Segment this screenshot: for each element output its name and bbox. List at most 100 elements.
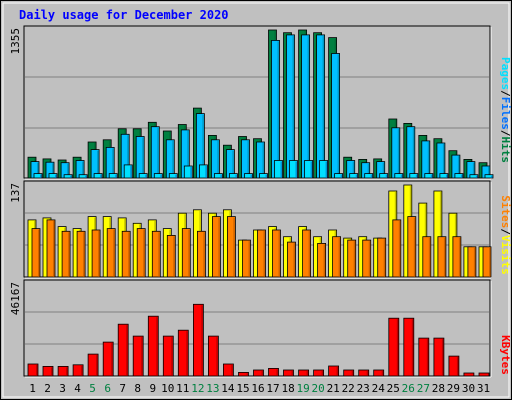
x-tick-label-day-28: 28 — [432, 382, 445, 395]
bar-shade-pages-day-24 — [385, 174, 388, 178]
bar-pages-day-9 — [153, 173, 163, 179]
legend-middle-panel: Sites/Visits — [499, 195, 512, 275]
legend-kbytes: KBytes — [499, 335, 512, 375]
bar-shade-files-day-21 — [337, 54, 340, 178]
bar-pages-day-19 — [304, 160, 314, 179]
bar-pages-day-13 — [213, 173, 223, 179]
bar-shade-pages-day-19 — [310, 161, 313, 178]
bar-kbytes-day-19 — [298, 369, 310, 377]
bar-shade-kbytes-day-24 — [381, 371, 384, 376]
bar-pages-day-10 — [168, 173, 178, 179]
bar-kbytes-day-16 — [253, 369, 264, 377]
bar-shade-sites-day-2 — [53, 220, 55, 277]
bar-shade-visits-day-28 — [439, 192, 442, 277]
bar-shade-kbytes-day-23 — [366, 371, 369, 376]
bar-sites-day-6 — [106, 228, 116, 278]
bar-shade-files-day-1 — [37, 162, 39, 178]
bar-shade-kbytes-day-29 — [456, 357, 459, 376]
bar-shade-pages-day-12 — [205, 165, 207, 178]
x-tick-label-day-19: 19 — [296, 382, 309, 395]
bar-sites-day-12 — [196, 230, 206, 278]
x-tick-label-day-24: 24 — [372, 382, 386, 395]
bar-shade-kbytes-day-10 — [171, 337, 173, 376]
bar-kbytes-day-1 — [27, 363, 39, 377]
bar-sites-day-26 — [407, 216, 417, 278]
bar-shade-kbytes-day-27 — [426, 339, 429, 376]
ymax-label: 46167 — [9, 282, 22, 315]
bar-pages-day-16 — [259, 173, 268, 179]
bar-shade-files-day-3 — [67, 163, 69, 178]
legend-hits: Hits — [499, 137, 512, 164]
bar-shade-kbytes-day-9 — [156, 317, 158, 376]
bar-sites-day-20 — [317, 242, 327, 278]
bar-shade-pages-day-1 — [40, 174, 42, 178]
x-tick-label-day-5: 5 — [89, 382, 96, 395]
bar-shade-sites-day-5 — [98, 231, 100, 277]
bar-shade-sites-day-16 — [263, 231, 265, 277]
bar-shade-files-day-2 — [52, 163, 54, 178]
panel-hits-files-pages: 1355 — [9, 25, 494, 180]
bar-shade-sites-day-20 — [323, 244, 326, 277]
x-tick-label-day-31: 31 — [477, 382, 490, 395]
legend-visits: Visits — [499, 235, 512, 275]
bar-shade-files-day-31 — [488, 167, 490, 178]
chart-panels: 1355 137 46167 — [9, 25, 494, 378]
bar-kbytes-day-29 — [448, 355, 460, 377]
bar-shade-pages-day-8 — [145, 174, 147, 178]
bar-kbytes-day-7 — [117, 323, 129, 377]
bar-shade-pages-day-27 — [430, 174, 433, 178]
bar-sites-day-23 — [362, 239, 372, 278]
legend-top-panel: Pages/Files/Hits — [499, 57, 512, 163]
bar-shade-sites-day-31 — [489, 247, 491, 277]
bar-pages-day-15 — [244, 173, 253, 179]
bar-shade-kbytes-day-14 — [231, 365, 233, 376]
bar-shade-kbytes-day-21 — [336, 367, 339, 376]
bar-shade-kbytes-day-28 — [441, 339, 444, 376]
bar-shade-files-day-25 — [397, 128, 400, 178]
bar-sites-day-31 — [482, 246, 492, 278]
legend-bottom-panel: KBytes — [499, 335, 512, 375]
bar-kbytes-day-10 — [162, 335, 174, 377]
bar-shade-sites-day-8 — [143, 229, 145, 277]
bar-shade-pages-day-2 — [55, 174, 57, 178]
bar-shade-pages-day-14 — [235, 174, 237, 178]
bar-shade-files-day-10 — [172, 140, 174, 178]
bar-shade-files-day-23 — [367, 163, 370, 178]
bar-pages-day-18 — [289, 160, 298, 179]
bar-shade-sites-day-3 — [68, 232, 70, 277]
bar-pages-day-1 — [33, 173, 43, 179]
bar-sites-day-14 — [226, 216, 236, 278]
bar-pages-day-6 — [108, 173, 118, 179]
bar-sites-day-11 — [181, 228, 191, 278]
bar-shade-sites-day-30 — [473, 247, 476, 277]
bar-shade-pages-day-7 — [130, 165, 132, 178]
bar-shade-sites-day-23 — [368, 241, 371, 277]
bar-kbytes-day-31 — [478, 372, 490, 377]
bar-shade-kbytes-day-6 — [111, 343, 113, 376]
bar-sites-day-13 — [211, 216, 221, 278]
bar-sites-day-10 — [166, 234, 176, 278]
bar-kbytes-day-28 — [433, 337, 445, 377]
bar-kbytes-day-17 — [268, 367, 279, 377]
bar-shade-sites-day-13 — [218, 217, 220, 277]
x-tick-label-day-29: 29 — [447, 382, 460, 395]
bar-shade-sites-day-14 — [233, 217, 235, 277]
bar-pages-day-29 — [454, 173, 464, 179]
bar-shade-pages-day-29 — [460, 174, 463, 178]
bar-shade-kbytes-day-15 — [246, 373, 248, 376]
bar-shade-files-day-5 — [97, 150, 99, 178]
bar-shade-files-day-30 — [472, 162, 475, 178]
bar-sites-day-18 — [287, 241, 296, 278]
bar-kbytes-day-8 — [132, 335, 144, 377]
bar-pages-day-11 — [183, 165, 193, 179]
bar-sites-day-3 — [61, 230, 71, 278]
bar-sites-day-25 — [392, 219, 402, 278]
bar-shade-files-day-12 — [202, 114, 204, 178]
svg-text:KBytes: KBytes — [499, 335, 512, 375]
bar-shade-pages-day-9 — [160, 174, 162, 178]
bar-sites-day-27 — [422, 236, 432, 278]
bar-shade-pages-day-16 — [265, 174, 267, 178]
bar-shade-files-day-18 — [292, 35, 294, 179]
x-tick-label-day-25: 25 — [387, 382, 400, 395]
